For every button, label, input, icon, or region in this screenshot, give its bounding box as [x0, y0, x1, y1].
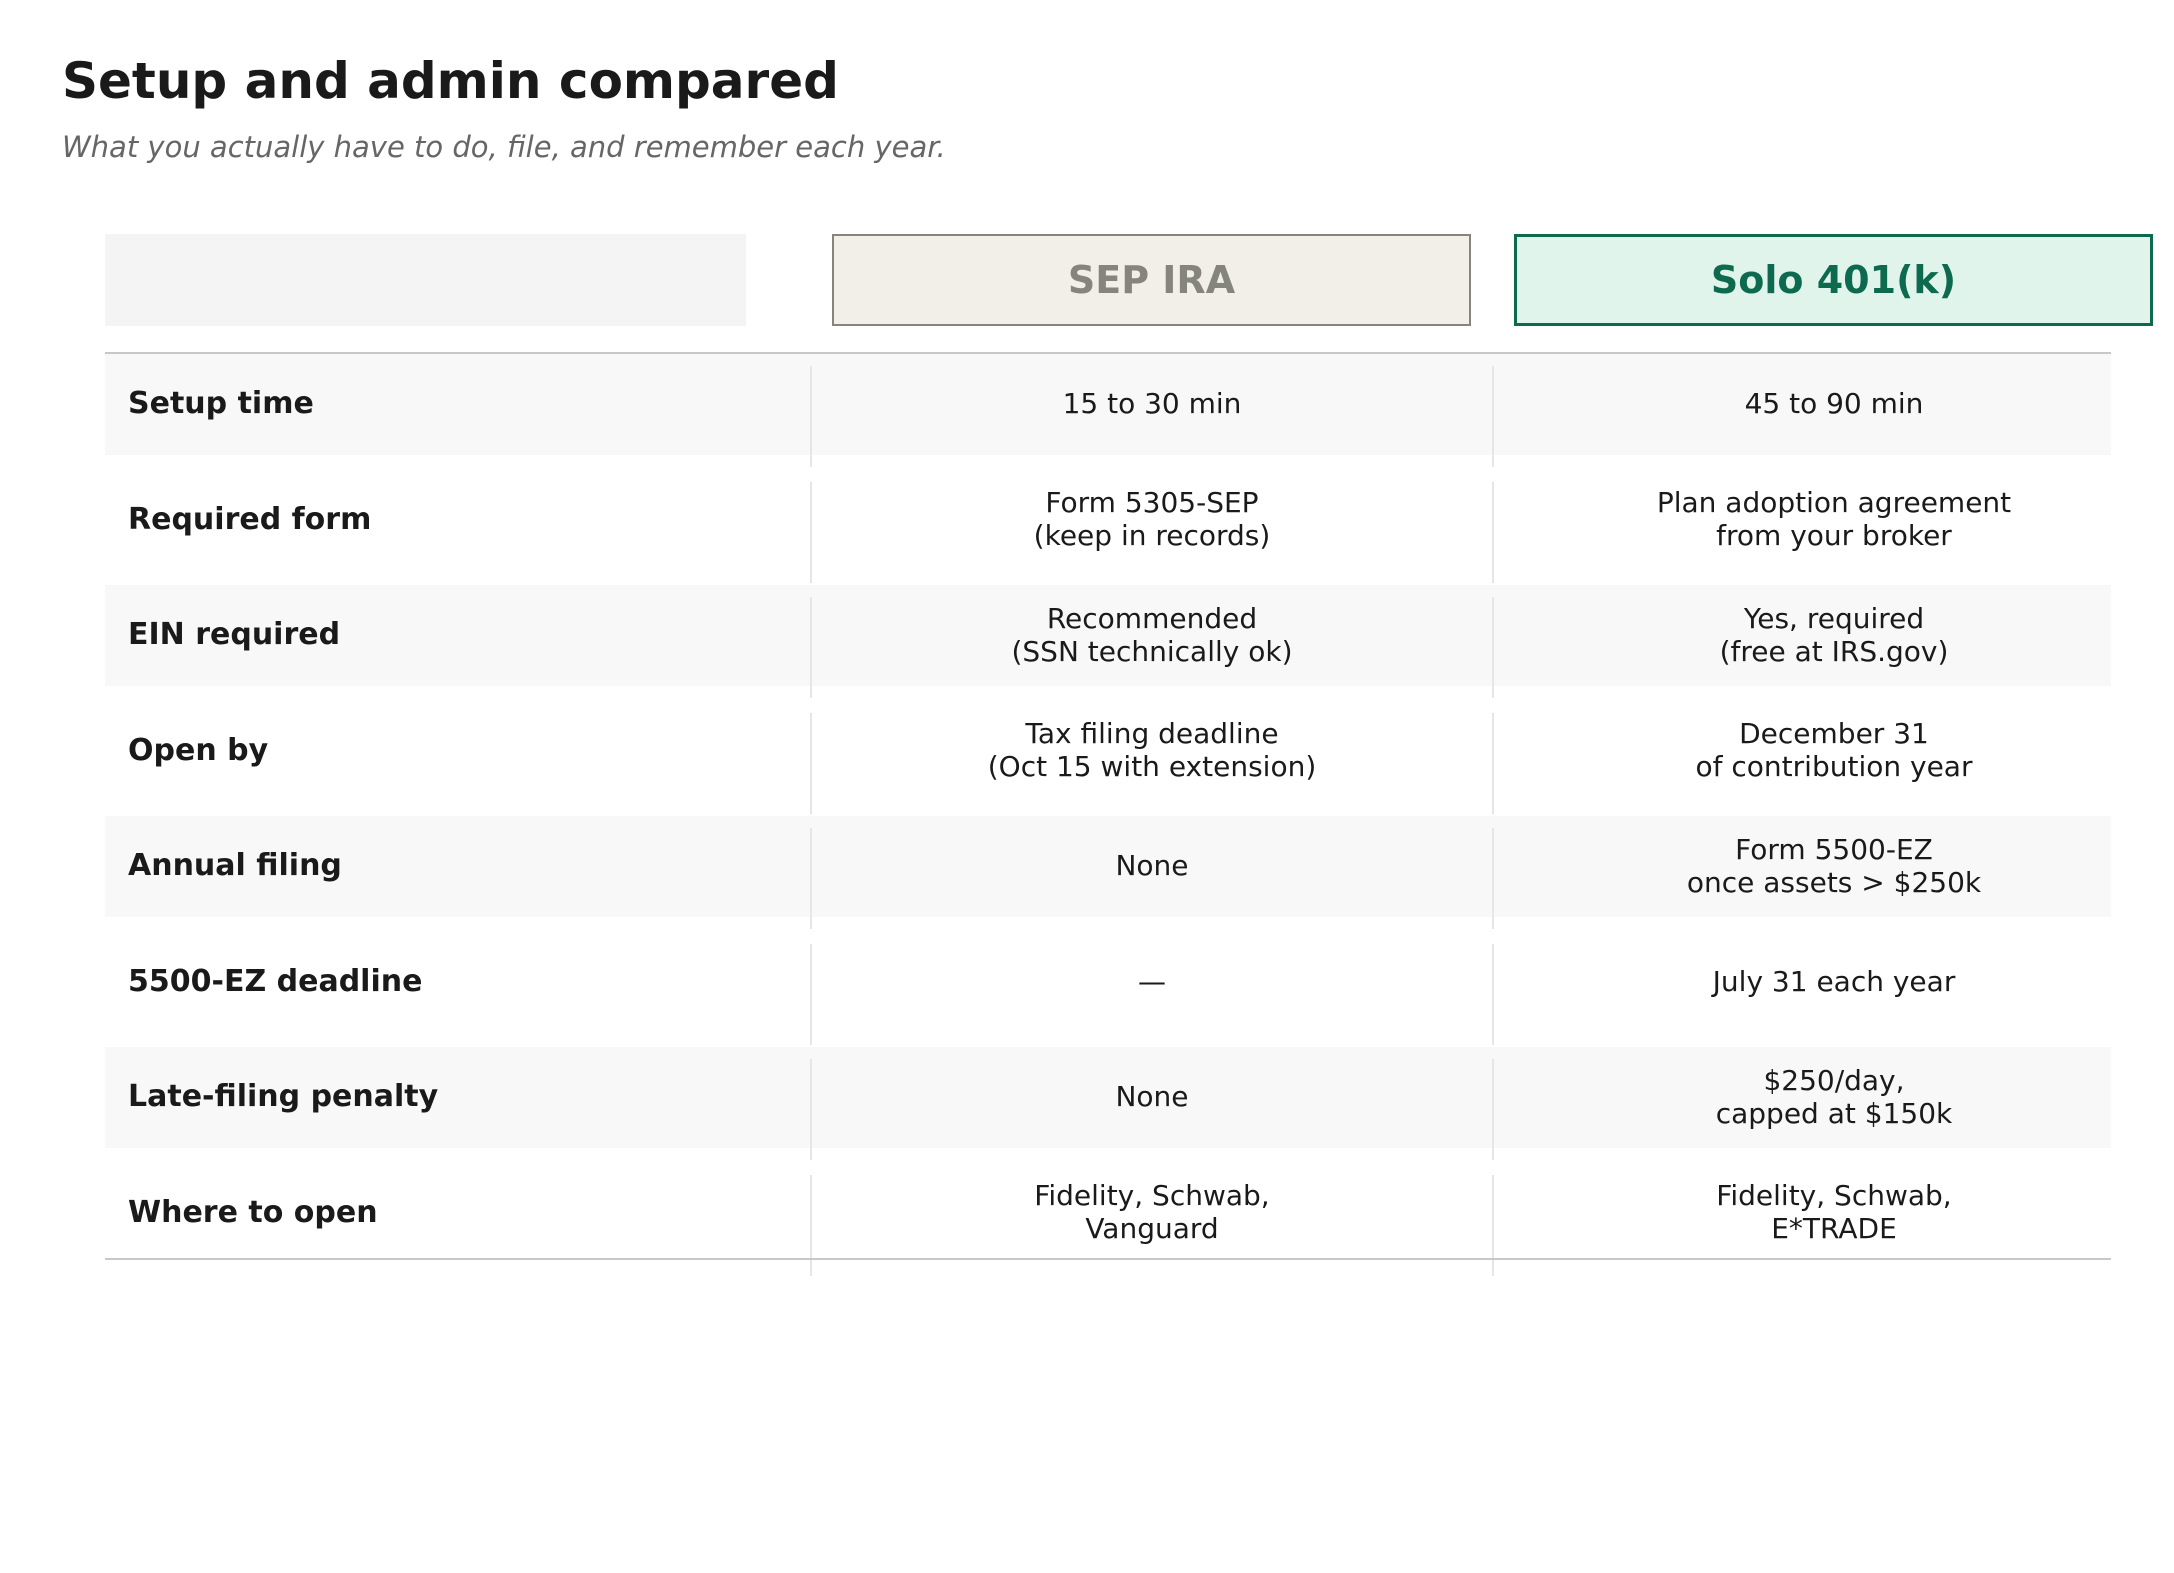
cell: Recommended (SSN technically ok): [1011, 601, 1293, 668]
cell: None: [1115, 849, 1189, 882]
rule: [105, 1258, 2111, 1260]
column-divider: [810, 828, 812, 929]
row-label: Open by: [128, 732, 269, 768]
cell: Tax filing deadline (Oct 15 with extensi…: [987, 717, 1317, 783]
cell: Yes, required (free at IRS.gov): [1719, 601, 1949, 668]
column-divider: [1492, 943, 1494, 1045]
cell: Plan adoption agreement from your broker: [1656, 486, 2012, 552]
column-divider: [1492, 597, 1494, 698]
row-label: EIN required: [128, 617, 341, 652]
row-band: [105, 1047, 2111, 1148]
row-label: Annual filing: [128, 848, 342, 883]
cell: Form 5305-SEP (keep in records): [1033, 486, 1271, 552]
column-divider: [810, 1174, 812, 1276]
column-divider: [810, 366, 812, 467]
header-blank: [105, 234, 746, 326]
page-title: Setup and admin compared: [62, 52, 839, 110]
column-divider: [1492, 1059, 1494, 1160]
column-divider: [810, 1059, 812, 1160]
column-divider: [1492, 1174, 1494, 1276]
column-header: SEP IRA: [832, 234, 1471, 326]
column-divider: [1492, 481, 1494, 583]
row-label: 5500-EZ deadline: [128, 963, 423, 999]
row-band: [105, 354, 2111, 455]
column-divider: [1492, 828, 1494, 929]
row-label: Where to open: [128, 1194, 378, 1230]
column-divider: [810, 481, 812, 583]
cell: $250/day, capped at $150k: [1715, 1063, 1953, 1130]
page-subtitle: What you actually have to do, file, and …: [62, 130, 946, 164]
row-label: Required form: [128, 501, 372, 537]
row-label: Late-filing penalty: [128, 1079, 439, 1114]
cell: July 31 each year: [1712, 964, 1956, 998]
cell: Fidelity, Schwab, E*TRADE: [1716, 1179, 1952, 1245]
cell: Form 5500-EZ once assets > $250k: [1686, 832, 1982, 899]
row-band: [105, 585, 2111, 686]
cell: December 31 of contribution year: [1695, 717, 1973, 783]
cell: 45 to 90 min: [1744, 387, 1924, 420]
column-divider: [1492, 366, 1494, 467]
column-divider: [1492, 712, 1494, 814]
column-divider: [810, 712, 812, 814]
cell: Fidelity, Schwab, Vanguard: [1034, 1179, 1270, 1245]
column-header: Solo 401(k): [1514, 234, 2153, 326]
row-band: [105, 816, 2111, 917]
cell: 15 to 30 min: [1062, 387, 1242, 420]
cell: —: [1138, 964, 1166, 998]
rule: [105, 352, 2111, 354]
row-label: Setup time: [128, 386, 314, 421]
column-divider: [810, 597, 812, 698]
cell: None: [1115, 1080, 1189, 1113]
column-divider: [810, 943, 812, 1045]
